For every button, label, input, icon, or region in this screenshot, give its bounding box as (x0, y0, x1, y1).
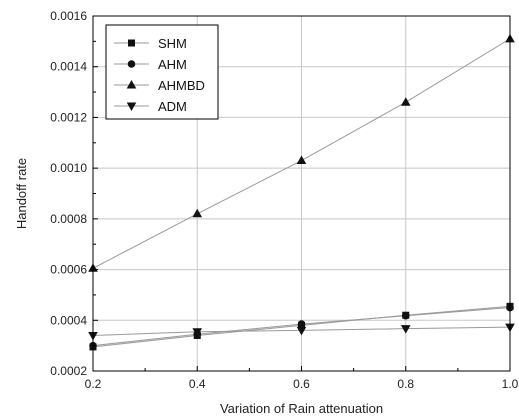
data-point-adm (296, 326, 307, 336)
axis-ticks (92, 15, 511, 372)
y-tick-labels: 0.0002 0.0004 0.0006 0.0008 0.0010 0.0012 0.00… (50, 9, 87, 378)
y-tick-label: 0.0002 (50, 364, 87, 378)
y-tick-label: 0.0010 (50, 161, 87, 175)
y-tick-label: 0.0008 (50, 212, 87, 226)
x-tick-label: 0.8 (397, 377, 414, 391)
x-tick-label: 1.0 (502, 377, 519, 391)
x-tick-label: 0.6 (293, 377, 310, 391)
legend-marker-ahm (127, 60, 136, 68)
legend-label-adm: ADM (158, 99, 187, 114)
legend-box (105, 24, 219, 120)
data-point-adm (400, 325, 411, 334)
data-point-ahm (401, 311, 410, 320)
series-markers (88, 33, 515, 351)
legend-marker-ahmbd (126, 80, 137, 89)
legend-label-ahmbd: AHMBD (158, 78, 205, 93)
y-tick-label: 0.0016 (50, 9, 87, 23)
data-point-ahmbd (400, 97, 411, 106)
data-point-ahmbd (192, 208, 203, 218)
legend-marker-adm (126, 102, 137, 111)
y-tick-label: 0.0014 (50, 60, 87, 74)
x-tick-label: 0.4 (189, 377, 206, 391)
y-tick-label: 0.0004 (50, 313, 87, 327)
data-point-ahm (297, 320, 306, 328)
legend: SHM AHM AHMBD ADM (105, 24, 219, 120)
y-tick-label: 0.0006 (50, 263, 87, 277)
legend-marker-shm (128, 39, 135, 47)
legend-label-ahm: AHM (158, 57, 187, 72)
y-axis-title: Handoff rate (14, 158, 29, 229)
legend-label-shm: SHM (158, 36, 187, 51)
data-point-ahmbd (296, 155, 307, 165)
data-point-adm (192, 328, 203, 337)
x-tick-labels: 0.2 0.4 0.6 0.8 1.0 (85, 377, 519, 391)
y-tick-label: 0.0012 (50, 110, 87, 124)
x-tick-label: 0.2 (85, 377, 102, 391)
x-axis-title: Variation of Rain attenuation (220, 401, 383, 416)
